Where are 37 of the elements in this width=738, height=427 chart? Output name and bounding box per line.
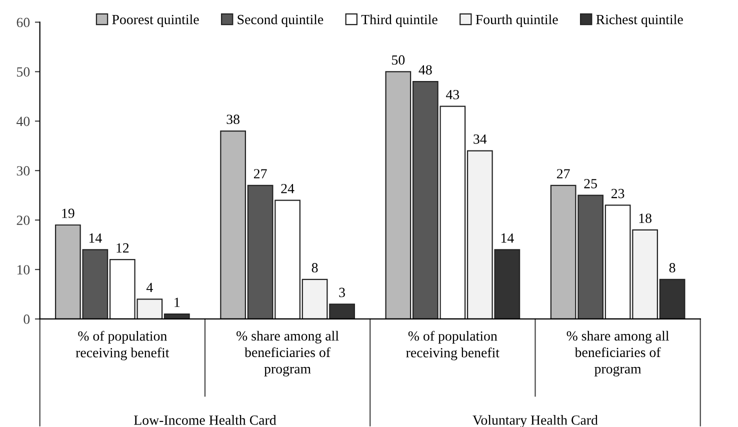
- data-label: 50: [392, 55, 405, 65]
- y-tick-label: 60: [16, 18, 30, 28]
- data-label: 3: [339, 288, 345, 298]
- data-label: 27: [254, 169, 267, 178]
- data-label: 14: [89, 233, 102, 243]
- y-tick-label: 30: [16, 166, 30, 176]
- legend-label: Poorest quintile: [112, 14, 199, 28]
- legend-label: Second quintile: [238, 14, 324, 28]
- legend-label: Third quintile: [361, 14, 438, 28]
- data-label: 19: [62, 208, 74, 218]
- x-tick-label: % share among all beneficiaries of program: [566, 330, 670, 376]
- data-label: 27: [556, 169, 570, 178]
- y-tick-label: 10: [17, 265, 30, 274]
- x-tick-label: % of population receiving benefit: [76, 330, 170, 360]
- data-label: 14: [501, 233, 514, 243]
- legend-label: Richest quintile: [596, 14, 683, 28]
- data-label: 48: [418, 65, 432, 75]
- y-tick-label: 50: [17, 67, 30, 77]
- data-label: 24: [281, 184, 294, 194]
- data-label: 12: [116, 243, 129, 252]
- data-label: 43: [446, 90, 460, 100]
- data-label: 34: [474, 134, 487, 144]
- data-label: 1: [174, 298, 180, 307]
- data-label: 8: [312, 263, 318, 272]
- x-tick-label: % share among all beneficiaries of program: [236, 330, 339, 376]
- data-label: 18: [639, 214, 652, 223]
- x-tick-label: % of population receiving benefit: [406, 330, 500, 360]
- y-tick-label: 40: [16, 116, 30, 126]
- data-label: 4: [146, 282, 153, 292]
- data-label: 38: [226, 114, 240, 124]
- data-label: 8: [669, 263, 676, 272]
- legend-label: Fourth quintile: [476, 14, 558, 28]
- data-label: 23: [611, 188, 624, 198]
- y-tick-label: 0: [24, 314, 30, 324]
- y-tick-label: 20: [16, 216, 30, 226]
- data-label: 25: [584, 178, 597, 188]
- text: Low-Income Health Card: [134, 415, 276, 425]
